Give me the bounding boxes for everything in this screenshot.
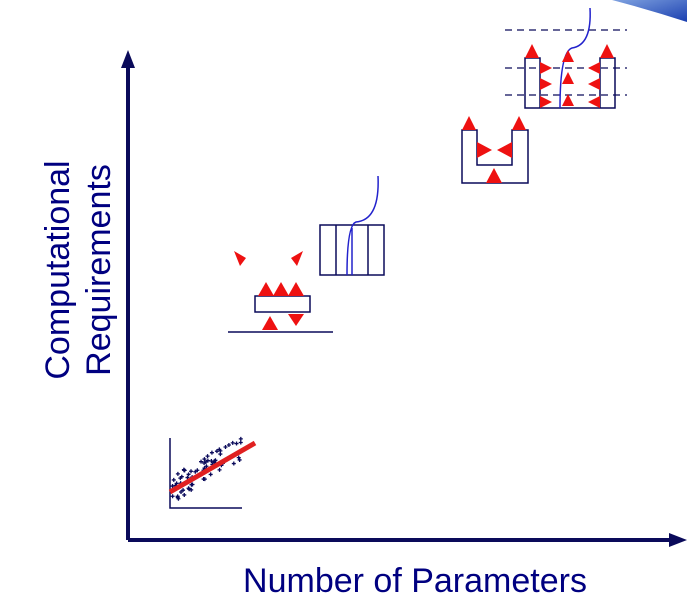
scatter-dot	[170, 484, 175, 489]
scatter-dot	[195, 468, 200, 473]
scatter-dot	[176, 496, 181, 501]
scatter-dot	[181, 488, 186, 493]
scatter-dot	[223, 444, 228, 449]
scatter-dot	[179, 489, 184, 494]
scatter-dot	[214, 449, 219, 454]
scatter-dot	[182, 492, 187, 497]
corner-swoosh	[612, 0, 687, 22]
scatter-dot	[193, 469, 198, 474]
x-axis-label: Number of Parameters	[243, 562, 587, 600]
scatter-dot	[205, 454, 210, 459]
scatter-dot	[238, 440, 243, 445]
pore-icon	[319, 175, 385, 276]
scatter-dot	[230, 440, 235, 445]
scatter-dot	[185, 475, 190, 480]
scatter-dot	[203, 459, 208, 464]
scatter-dot	[236, 455, 241, 460]
scatter-dot	[186, 472, 191, 477]
scatter-dot	[199, 459, 204, 464]
scatter-dot	[189, 487, 194, 492]
multiscale-icon	[505, 7, 627, 109]
scatter-dot	[231, 461, 236, 466]
scatter-dot	[202, 477, 207, 482]
scatter-dot	[217, 467, 222, 472]
y-axis-label: Computational	[39, 160, 77, 379]
axes	[121, 50, 687, 547]
pore-reaction-icon	[461, 116, 529, 184]
scatter-dot	[186, 486, 191, 491]
scatter-dot	[170, 494, 175, 499]
scatter-dot	[171, 477, 176, 482]
scatter-dot	[202, 457, 207, 462]
scatter-dot	[181, 467, 186, 472]
scatter-dot	[175, 471, 180, 476]
scatter-icon	[168, 436, 257, 509]
scatter-dot	[205, 458, 210, 463]
scatter-dot	[174, 481, 179, 486]
scatter-dot	[179, 474, 184, 479]
scatter-dot	[189, 482, 194, 487]
surface-icon	[228, 251, 333, 333]
scatter-dot	[226, 442, 231, 447]
scatter-dot	[209, 450, 214, 455]
scatter-dot	[237, 457, 242, 462]
scatter-dot	[234, 441, 239, 446]
scatter-dot	[238, 436, 243, 441]
scatter-dot	[218, 452, 223, 457]
scatter-dot	[208, 472, 213, 477]
scatter-dot	[204, 464, 209, 469]
y-axis-label: Requirements	[80, 164, 118, 376]
scatter-dot	[189, 469, 194, 474]
scatter-dot	[209, 458, 214, 463]
